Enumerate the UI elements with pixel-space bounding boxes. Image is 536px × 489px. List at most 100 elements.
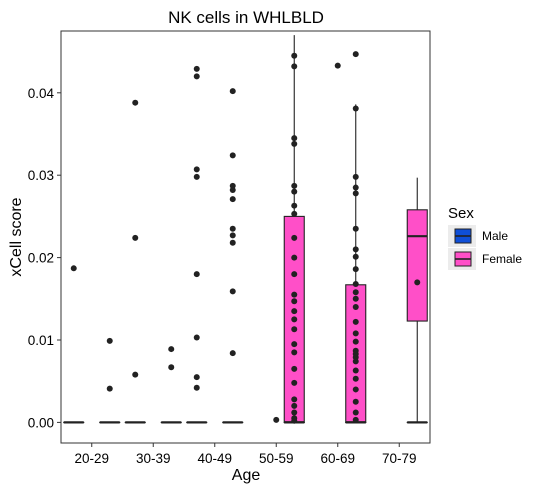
outlier-point [132, 234, 139, 241]
outlier-point [352, 354, 359, 361]
legend: Sex Male Female [448, 205, 522, 270]
y-tick-label: 0.00 [28, 415, 54, 430]
outlier-point [273, 416, 280, 423]
outlier-point [229, 88, 236, 95]
box-group [406, 177, 428, 423]
outlier-point [229, 225, 236, 232]
legend-label: Female [482, 252, 522, 266]
outlier-point [352, 367, 359, 374]
outlier-point [352, 330, 359, 337]
outlier-point [291, 417, 298, 424]
outlier-point [352, 289, 359, 296]
outlier-point [352, 304, 359, 311]
outlier-point [352, 246, 359, 253]
outlier-point [291, 316, 298, 323]
outlier-point [291, 52, 298, 59]
plot-panel [60, 30, 431, 444]
outlier-point [352, 105, 359, 112]
outlier-point [229, 232, 236, 239]
outlier-point [352, 409, 359, 416]
outlier-point [193, 65, 200, 72]
outlier-point [291, 349, 298, 356]
box-group [406, 279, 428, 424]
outlier-point [291, 271, 298, 278]
outlier-point [291, 291, 298, 298]
outlier-point [291, 409, 298, 416]
outlier-point [352, 51, 359, 58]
chart-marks [63, 35, 428, 424]
outlier-point [70, 265, 77, 272]
outlier-point [291, 365, 298, 372]
outlier-point [352, 386, 359, 393]
outlier-point [352, 358, 359, 365]
box-group [99, 337, 121, 424]
y-tick-label: 0.01 [28, 333, 54, 348]
outlier-point [352, 173, 359, 180]
outlier-point [291, 379, 298, 386]
outlier-point [291, 308, 298, 315]
outlier-point [352, 184, 359, 191]
outlier-point [193, 271, 200, 278]
legend-label: Male [482, 229, 508, 243]
outlier-point [291, 234, 298, 241]
x-tick-label: 60-69 [320, 451, 355, 466]
outlier-point [352, 398, 359, 405]
outlier-point [414, 279, 421, 286]
legend-title: Sex [448, 205, 474, 222]
x-tick-label: 30-39 [136, 451, 171, 466]
outlier-point [132, 371, 139, 378]
outlier-point [352, 225, 359, 232]
x-tick-label: 70-79 [382, 451, 417, 466]
outlier-point [229, 182, 236, 189]
outlier-point [229, 196, 236, 203]
x-tick-label: 40-49 [197, 451, 232, 466]
outlier-point [352, 266, 359, 273]
outlier-point [229, 152, 236, 159]
box-group [124, 99, 146, 424]
outlier-point [291, 188, 298, 195]
outlier-point [352, 253, 359, 260]
outlier-point [334, 62, 341, 69]
x-axis-label: Age [232, 467, 261, 484]
outlier-point [291, 396, 298, 403]
outlier-point [229, 288, 236, 295]
box-group [345, 51, 367, 424]
x-tick-label: 20-29 [74, 451, 109, 466]
box-group [63, 265, 85, 424]
outlier-point [291, 326, 298, 333]
box-group [283, 52, 305, 424]
outlier-point [193, 384, 200, 391]
outlier-point [352, 280, 359, 287]
outlier-point [291, 202, 298, 209]
outlier-point [291, 298, 298, 305]
outlier-point [291, 140, 298, 147]
outlier-point [193, 374, 200, 381]
outlier-point [352, 375, 359, 382]
outlier-point [229, 350, 236, 357]
outlier-point [291, 402, 298, 409]
outlier-point [168, 346, 175, 353]
outlier-point [352, 338, 359, 345]
outlier-point [106, 337, 113, 344]
y-tick-label: 0.03 [28, 168, 54, 183]
outlier-point [352, 416, 359, 423]
box-group [222, 88, 244, 424]
outlier-point [168, 364, 175, 371]
outlier-point [291, 341, 298, 348]
outlier-point [291, 182, 298, 189]
outlier-point [193, 166, 200, 173]
outlier-point [193, 334, 200, 341]
outlier-point [193, 173, 200, 180]
y-axis-label: xCell score [8, 197, 25, 276]
box-group [186, 65, 208, 424]
box-group [160, 346, 182, 424]
legend-item: Female [448, 248, 522, 270]
chart-title: NK cells in WHLBLD [168, 8, 324, 27]
y-tick-label: 0.04 [28, 86, 55, 101]
outlier-point [229, 239, 236, 246]
outlier-point [352, 190, 359, 197]
outlier-point [291, 63, 298, 70]
box [406, 209, 428, 322]
outlier-point [193, 73, 200, 80]
x-tick-label: 50-59 [259, 451, 294, 466]
